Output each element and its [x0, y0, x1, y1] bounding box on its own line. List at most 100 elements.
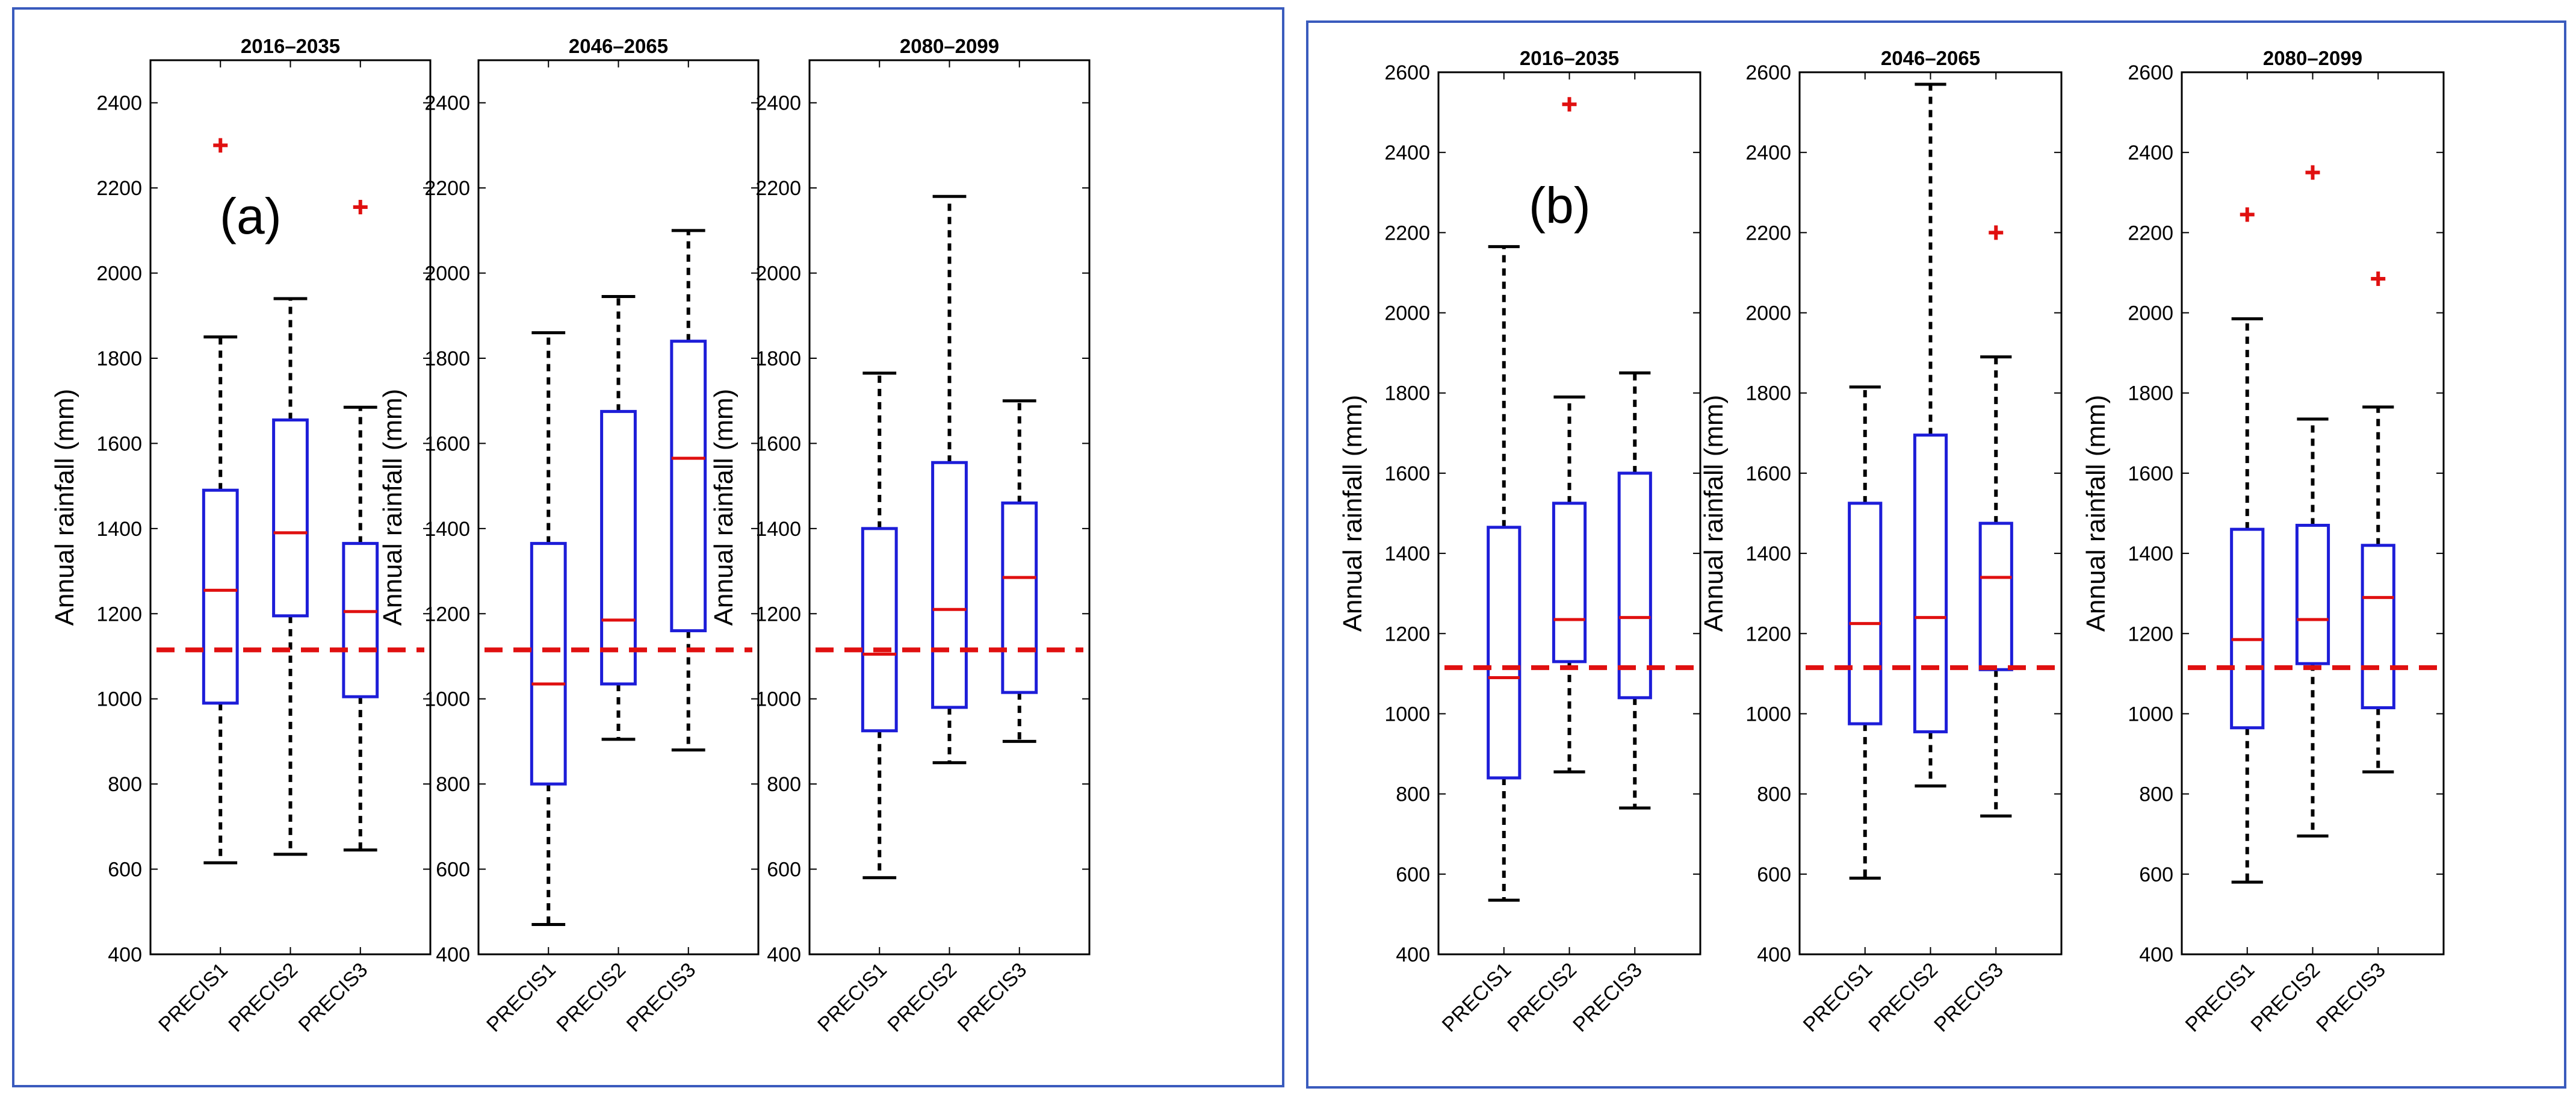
panel-title: 2080–2099: [900, 35, 999, 57]
iqr-box: [1913, 434, 1948, 733]
plot-area: [477, 59, 760, 956]
y-tick-label: 1200: [2128, 623, 2173, 645]
x-tick-label: PRECIS1: [813, 959, 891, 1037]
y-tick-label: 1400: [2128, 542, 2173, 565]
x-tick-label: PRECIS2: [2246, 959, 2324, 1037]
y-axis-label: Annual rainfall (mm): [1699, 395, 1729, 632]
y-tick-label: 2000: [1384, 302, 1430, 325]
y-tick-label: 2400: [1745, 141, 1791, 164]
panel-title: 2016–2035: [1520, 47, 1619, 69]
y-tick-label: 600: [436, 859, 470, 881]
outlier-marker: [213, 138, 228, 153]
iqr-box: [600, 409, 637, 686]
y-tick-label: 800: [108, 773, 142, 796]
y-tick-label: 2000: [96, 263, 142, 285]
x-tick-label: PRECIS1: [482, 959, 560, 1037]
panel-2: 2046–2065 400 600 800 1000 1200 1400 1600 1800 20…: [1699, 47, 2063, 1037]
y-tick-label: 1400: [424, 518, 470, 541]
y-tick-label: 800: [1757, 783, 1791, 806]
panel-1: 2016–2035 400 600 800 1000 1200 1400 1600 1800 20…: [1338, 47, 1701, 1037]
outlier-marker: [1989, 225, 2004, 240]
y-tick-label: 400: [2139, 943, 2173, 966]
iqr-box: [1552, 502, 1587, 663]
y-tick-label: 2200: [96, 177, 142, 200]
y-tick-label: 400: [436, 943, 470, 966]
group-frame: [12, 7, 1284, 1087]
y-tick-label: 2400: [2128, 141, 2173, 164]
y-tick-label: 1200: [96, 603, 142, 626]
y-tick-label: 600: [1757, 863, 1791, 886]
panel-3: 2080–2099 400 600 800 1000 1200 1400 1600 1800 20…: [709, 35, 1091, 1037]
group-frame: [1306, 20, 2566, 1089]
y-tick-label: 1400: [1745, 542, 1791, 565]
y-tick-label: 800: [1396, 783, 1430, 806]
y-tick-label: 1800: [1745, 382, 1791, 405]
chart-group-a: 2016–20354006008001000120014001600180020…: [12, 7, 1284, 1087]
y-tick-label: 800: [2139, 783, 2173, 806]
x-tick-label: PRECIS2: [224, 959, 302, 1037]
iqr-box: [670, 340, 707, 633]
panel-1: 2016–2035 400 600 800 1000 1200 1400 1600 1800 20…: [50, 35, 432, 1037]
y-tick-label: 1000: [424, 688, 470, 711]
y-tick-label: 1600: [1745, 462, 1791, 485]
y-tick-label: 1200: [1384, 623, 1430, 645]
plot-area: [808, 59, 1091, 956]
panel-title: 2046–2065: [1881, 47, 1980, 69]
outlier-marker: [353, 199, 368, 214]
iqr-box: [1001, 501, 1038, 694]
y-tick-label: 1000: [2128, 703, 2173, 726]
x-tick-label: PRECIS3: [622, 959, 701, 1037]
y-tick-label: 1200: [755, 603, 801, 626]
y-tick-label: 2200: [424, 177, 470, 200]
x-tick-label: PRECIS3: [294, 959, 373, 1037]
y-tick-label: 2600: [1384, 61, 1430, 84]
outlier-marker: [1562, 97, 1577, 112]
x-tick-label: PRECIS1: [1438, 959, 1516, 1037]
outlier-marker: [2371, 271, 2386, 286]
y-axis-label: Annual rainfall (mm): [709, 389, 738, 626]
x-tick-label: PRECIS1: [2181, 959, 2259, 1037]
y-tick-label: 400: [767, 943, 801, 966]
y-tick-label: 2400: [424, 92, 470, 115]
y-axis-label: Annual rainfall (mm): [1338, 395, 1367, 632]
y-tick-label: 2200: [2128, 222, 2173, 244]
y-tick-label: 600: [767, 859, 801, 881]
y-tick-label: 2200: [755, 177, 801, 200]
panel-3: 2080–2099 400 600 800 1000 1200 1400 1600 1800 20…: [2081, 47, 2445, 1037]
y-tick-label: 1800: [424, 347, 470, 370]
iqr-box: [530, 542, 567, 786]
y-tick-label: 600: [2139, 863, 2173, 886]
y-tick-label: 2400: [96, 92, 142, 115]
y-tick-label: 2600: [1745, 61, 1791, 84]
y-tick-label: 400: [1757, 943, 1791, 966]
y-tick-label: 800: [767, 773, 801, 796]
iqr-box: [1617, 471, 1652, 700]
y-tick-label: 600: [108, 859, 142, 881]
y-tick-label: 2000: [2128, 302, 2173, 325]
y-tick-label: 1000: [1745, 703, 1791, 726]
x-tick-label: PRECIS2: [552, 959, 630, 1037]
y-tick-label: 1600: [1384, 462, 1430, 485]
iqr-box: [2295, 523, 2330, 665]
iqr-box: [931, 461, 968, 709]
y-axis-label: Annual rainfall (mm): [2081, 395, 2111, 632]
x-tick-label: PRECIS2: [1503, 959, 1581, 1037]
y-tick-label: 1600: [96, 432, 142, 455]
plot-area: [1437, 71, 1701, 956]
y-tick-label: 1800: [96, 347, 142, 370]
y-tick-label: 1800: [1384, 382, 1430, 405]
panel-title: 2046–2065: [569, 35, 668, 57]
x-tick-label: PRECIS3: [953, 959, 1032, 1037]
x-tick-label: PRECIS3: [1568, 959, 1647, 1037]
y-tick-label: 1400: [1384, 542, 1430, 565]
y-tick-label: 1000: [755, 688, 801, 711]
outlier-marker: [2305, 165, 2320, 180]
outlier-marker: [2240, 207, 2255, 222]
y-tick-label: 2200: [1745, 222, 1791, 244]
y-tick-label: 2400: [1384, 141, 1430, 164]
y-tick-label: 600: [1396, 863, 1430, 886]
group-label: (a): [220, 188, 282, 244]
y-tick-label: 1200: [1745, 623, 1791, 645]
y-axis-label: Annual rainfall (mm): [50, 389, 79, 626]
